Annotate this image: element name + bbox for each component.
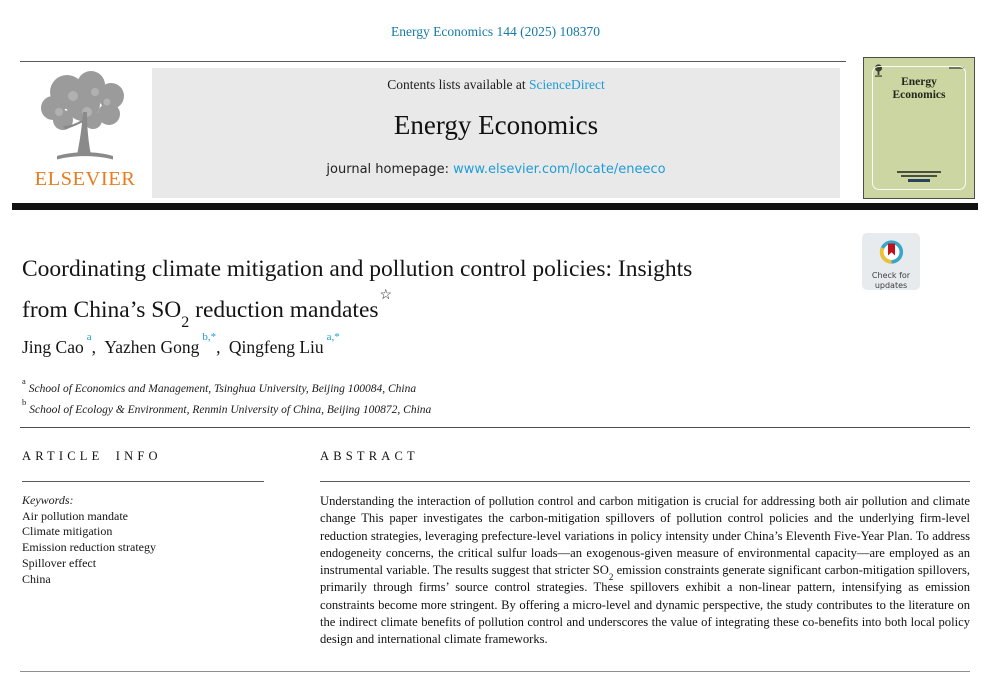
abstract-rule <box>320 481 970 482</box>
journal-homepage-link[interactable]: www.elsevier.com/locate/eneeco <box>453 162 666 177</box>
affiliation-text: School of Economics and Management, Tsin… <box>28 382 417 395</box>
affiliation-line: aSchool of Economics and Management, Tsi… <box>22 376 431 397</box>
title-footnote-star: ☆ <box>379 288 393 303</box>
article-info-rule <box>22 481 264 482</box>
article-title: Coordinating climate mitigation and poll… <box>22 252 882 331</box>
affiliation-line: bSchool of Ecology & Environment, Renmin… <box>22 397 431 418</box>
check-updates-label-line2: updates <box>874 280 908 290</box>
contents-line: Contents lists available at ScienceDirec… <box>152 77 840 93</box>
bottom-divider <box>20 671 970 672</box>
author-separator: , <box>91 337 101 357</box>
cover-journal-title: Energy Economics <box>892 76 946 101</box>
author-name: Yazhen Gong <box>104 337 200 357</box>
elsevier-logo[interactable]: ELSEVIER <box>20 68 150 191</box>
elsevier-wordmark: ELSEVIER <box>34 168 136 190</box>
abstract-text: Understanding the interaction of polluti… <box>320 493 970 649</box>
elsevier-tree-icon <box>41 71 124 160</box>
title-line2-rest: reduction mandates <box>189 296 379 323</box>
author-affil-mark: a <box>86 331 92 344</box>
journal-masthead: Contents lists available at ScienceDirec… <box>152 68 840 198</box>
keyword: Climate mitigation <box>22 524 113 539</box>
masthead-bottom-bar <box>12 203 978 210</box>
check-updates-label-line1: Check for <box>871 271 911 280</box>
author-affil-mark: a,* <box>326 331 340 344</box>
title-line2: from China’s SO <box>22 296 182 323</box>
cover-footer-text <box>864 169 974 182</box>
keyword: Air pollution mandate <box>22 508 128 523</box>
article-info-section: ARTICLE INFO Keywords: Air pollution man… <box>22 449 264 587</box>
sciencedirect-link[interactable]: ScienceDirect <box>529 77 605 92</box>
keywords-label: Keywords: <box>22 493 74 507</box>
keyword: China <box>22 571 51 586</box>
article-info-heading: ARTICLE INFO <box>22 449 162 463</box>
cover-issn-text <box>949 67 964 69</box>
journal-citation: Energy Economics 144 (2025) 108370 <box>391 24 600 39</box>
top-divider <box>20 61 846 62</box>
affiliation-mark: b <box>22 397 27 408</box>
abstract-part1: Understanding the interaction of polluti… <box>320 494 970 578</box>
title-line1: Coordinating climate mitigation and poll… <box>22 256 693 282</box>
contents-line-prefix: Contents lists available at <box>387 77 529 92</box>
check-updates-label: Check for updates <box>862 271 920 290</box>
journal-name: Energy Economics <box>393 110 599 140</box>
author-name: Jing Cao <box>22 337 84 357</box>
check-updates-ring-icon <box>879 240 903 264</box>
abstract-section: ABSTRACT Understanding the interaction o… <box>320 449 970 649</box>
journal-cover-thumbnail[interactable]: Energy Economics <box>863 57 975 199</box>
abstract-heading: ABSTRACT <box>320 449 419 463</box>
abstract-part2: emission constraints generate significan… <box>320 563 970 647</box>
homepage-line: journal homepage: www.elsevier.com/locat… <box>152 162 840 177</box>
title-subscript: 2 <box>181 313 190 331</box>
affiliation-mark: a <box>22 376 26 386</box>
homepage-prefix: journal homepage: <box>326 162 454 177</box>
abstract-subscript: 2 <box>608 572 614 583</box>
section-divider <box>20 427 970 428</box>
author-affil-mark: b,* <box>202 331 217 344</box>
affiliations: aSchool of Economics and Management, Tsi… <box>22 376 431 419</box>
keyword: Spillover effect <box>22 555 97 570</box>
author-separator: , <box>216 337 225 357</box>
keyword: Emission reduction strategy <box>22 540 156 555</box>
affiliation-text: School of Ecology & Environment, Renmin … <box>29 404 432 417</box>
check-for-updates-badge[interactable]: Check for updates <box>862 233 920 290</box>
author-name: Qingfeng Liu <box>228 337 324 357</box>
author-list: Jing Cao a, Yazhen Gong b,*, Qingfeng Liu a… <box>22 331 340 358</box>
cover-frame <box>872 66 966 190</box>
